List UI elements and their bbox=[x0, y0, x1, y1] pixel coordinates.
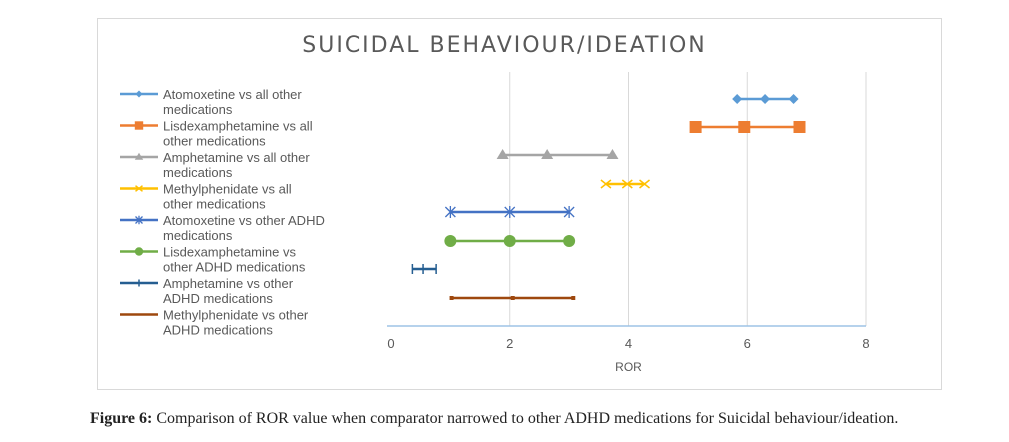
legend-label: Lisdexamphetamine vs all bbox=[163, 119, 313, 134]
caption-text: Comparison of ROR value when comparator … bbox=[152, 410, 899, 427]
x-marker bbox=[621, 179, 633, 189]
legend-label: Methylphenidate vs all bbox=[163, 182, 292, 197]
legend-label: medications bbox=[163, 102, 233, 117]
asterisk-marker bbox=[504, 206, 516, 218]
legend-label: medications bbox=[163, 228, 233, 243]
legend-label: other medications bbox=[163, 197, 266, 212]
series-7 bbox=[411, 264, 437, 274]
asterisk-marker bbox=[135, 215, 143, 225]
point-marker bbox=[510, 296, 515, 300]
legend-label: ADHD medications bbox=[163, 291, 273, 306]
series-5 bbox=[444, 206, 575, 218]
point-marker bbox=[571, 296, 576, 300]
chart-frame bbox=[97, 18, 942, 390]
figure-caption: Figure 6: Comparison of ROR value when c… bbox=[90, 410, 898, 428]
circle-marker bbox=[563, 235, 576, 247]
diamond-marker bbox=[760, 94, 771, 104]
x-tick-label: 2 bbox=[506, 336, 513, 351]
series-6 bbox=[444, 235, 576, 247]
circle-marker bbox=[134, 247, 144, 256]
triangle-marker bbox=[606, 149, 619, 159]
caption-label: Figure 6: bbox=[90, 410, 153, 427]
series-4 bbox=[600, 179, 650, 189]
asterisk-marker bbox=[563, 206, 575, 218]
diamond-marker bbox=[135, 90, 143, 98]
point-marker bbox=[449, 296, 454, 300]
legend-label: Lisdexamphetamine vs bbox=[163, 245, 296, 260]
diamond-marker bbox=[788, 94, 799, 104]
circle-marker bbox=[503, 235, 516, 247]
legend-label: Atomoxetine vs all other bbox=[163, 87, 302, 102]
legend-label: ADHD medications bbox=[163, 323, 273, 338]
x-marker bbox=[135, 185, 143, 192]
series-2 bbox=[689, 121, 806, 133]
x-axis-label: ROR bbox=[615, 360, 642, 374]
series-1 bbox=[732, 94, 799, 104]
legend-label: other medications bbox=[163, 134, 266, 149]
legend-label: other ADHD medications bbox=[163, 260, 306, 275]
square-marker bbox=[689, 121, 702, 133]
triangle-marker bbox=[496, 149, 509, 159]
series-8 bbox=[449, 296, 576, 300]
diamond-marker bbox=[732, 94, 743, 104]
triangle-marker bbox=[134, 152, 144, 160]
x-tick-label: 8 bbox=[862, 336, 869, 351]
asterisk-marker bbox=[444, 206, 456, 218]
x-tick-label: 4 bbox=[625, 336, 632, 351]
legend-label: Atomoxetine vs other ADHD bbox=[163, 213, 325, 228]
square-marker bbox=[134, 121, 144, 130]
x-tick-label: 6 bbox=[744, 336, 751, 351]
legend-label: Amphetamine vs other bbox=[163, 276, 294, 291]
square-marker bbox=[793, 121, 806, 133]
triangle-marker bbox=[541, 149, 554, 159]
chart-title: SUICIDAL BEHAVIOUR/IDEATION bbox=[302, 33, 707, 58]
legend-label: medications bbox=[163, 165, 233, 180]
series-3 bbox=[496, 149, 619, 159]
x-tick-label: 0 bbox=[387, 336, 394, 351]
circle-marker bbox=[444, 235, 457, 247]
legend-label: Methylphenidate vs other bbox=[163, 308, 309, 323]
square-marker bbox=[738, 121, 751, 133]
legend-label: Amphetamine vs all other bbox=[163, 150, 310, 165]
x-marker bbox=[639, 179, 650, 189]
x-marker bbox=[600, 179, 612, 189]
